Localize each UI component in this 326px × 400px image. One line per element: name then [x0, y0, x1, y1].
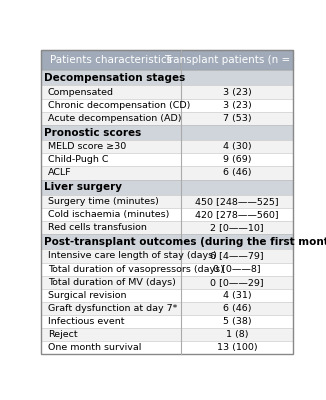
Bar	[181, 153, 293, 166]
Text: Intensive care length of stay (days): Intensive care length of stay (days)	[48, 252, 217, 260]
Bar	[181, 341, 293, 354]
Text: Total duration of MV (days): Total duration of MV (days)	[48, 278, 176, 287]
Text: Post-transplant outcomes (during the first month post LT): Post-transplant outcomes (during the fir…	[44, 237, 326, 247]
Text: Acute decompensation (AD): Acute decompensation (AD)	[48, 114, 181, 123]
Text: 420 [278——560]: 420 [278——560]	[195, 210, 279, 219]
Text: 450 [248——525]: 450 [248——525]	[195, 197, 279, 206]
Text: Graft dysfunction at day 7*: Graft dysfunction at day 7*	[48, 304, 177, 313]
Text: Chronic decompensation (CD): Chronic decompensation (CD)	[48, 101, 190, 110]
Bar	[41, 50, 181, 70]
Text: 4 (31): 4 (31)	[223, 291, 251, 300]
Bar	[41, 153, 181, 166]
Bar	[181, 289, 293, 302]
Bar	[41, 208, 181, 221]
Bar	[41, 166, 181, 180]
Text: 5 (38): 5 (38)	[223, 317, 251, 326]
Text: Pronostic scores: Pronostic scores	[44, 128, 141, 138]
Bar	[41, 341, 181, 354]
Text: Decompensation stages: Decompensation stages	[44, 73, 185, 83]
Text: 4 (30): 4 (30)	[223, 142, 251, 151]
Bar	[41, 262, 181, 276]
Bar	[181, 276, 293, 289]
Text: 7 (53): 7 (53)	[223, 114, 251, 123]
Bar	[41, 221, 181, 234]
Text: 9 (69): 9 (69)	[223, 155, 251, 164]
Text: One month survival: One month survival	[48, 343, 141, 352]
Text: 0 [0——29]: 0 [0——29]	[210, 278, 264, 287]
Text: Patients characteristics: Patients characteristics	[50, 55, 172, 65]
Text: Liver surgery: Liver surgery	[44, 182, 122, 192]
Bar	[41, 315, 181, 328]
Text: ACLF: ACLF	[48, 168, 71, 178]
Bar	[181, 195, 293, 208]
Bar	[41, 249, 181, 262]
Bar	[41, 328, 181, 341]
Text: Cold ischaemia (minutes): Cold ischaemia (minutes)	[48, 210, 169, 219]
Bar	[41, 302, 181, 315]
Text: Surgery time (minutes): Surgery time (minutes)	[48, 197, 159, 206]
Text: 0 [0——8]: 0 [0——8]	[214, 264, 261, 274]
Text: 3 (23): 3 (23)	[223, 88, 252, 96]
Bar	[41, 140, 181, 153]
Text: 6 (46): 6 (46)	[223, 304, 251, 313]
Text: Transplant patients (n = 13): Transplant patients (n = 13)	[164, 55, 311, 65]
Bar	[41, 112, 181, 125]
Text: MELD score ≥30: MELD score ≥30	[48, 142, 126, 151]
Text: Red cells transfusion: Red cells transfusion	[48, 223, 147, 232]
Bar	[181, 262, 293, 276]
Text: 6 (46): 6 (46)	[223, 168, 251, 178]
Text: 13 (100): 13 (100)	[217, 343, 258, 352]
Bar	[41, 125, 293, 140]
Text: 2 [0——10]: 2 [0——10]	[210, 223, 264, 232]
Bar	[41, 195, 181, 208]
Text: 3 (23): 3 (23)	[223, 101, 252, 110]
Text: Compensated: Compensated	[48, 88, 114, 96]
Bar	[41, 180, 293, 195]
Bar	[181, 140, 293, 153]
Bar	[181, 166, 293, 180]
Bar	[41, 234, 293, 249]
Bar	[181, 315, 293, 328]
Bar	[181, 302, 293, 315]
Text: Child-Pugh C: Child-Pugh C	[48, 155, 108, 164]
Bar	[41, 276, 181, 289]
Bar	[181, 99, 293, 112]
Text: 1 (8): 1 (8)	[226, 330, 248, 339]
Text: Surgical revision: Surgical revision	[48, 291, 126, 300]
Bar	[181, 328, 293, 341]
Text: Infectious event: Infectious event	[48, 317, 124, 326]
Bar	[181, 249, 293, 262]
Bar	[181, 112, 293, 125]
Text: 6 [4——79]: 6 [4——79]	[210, 252, 264, 260]
Bar	[41, 289, 181, 302]
Bar	[41, 99, 181, 112]
Text: Reject: Reject	[48, 330, 78, 339]
Bar	[41, 86, 181, 99]
Bar	[181, 221, 293, 234]
Bar	[41, 70, 293, 86]
Bar	[181, 208, 293, 221]
Bar	[181, 50, 293, 70]
Text: Total duration of vasopressors (days): Total duration of vasopressors (days)	[48, 264, 224, 274]
Bar	[181, 86, 293, 99]
